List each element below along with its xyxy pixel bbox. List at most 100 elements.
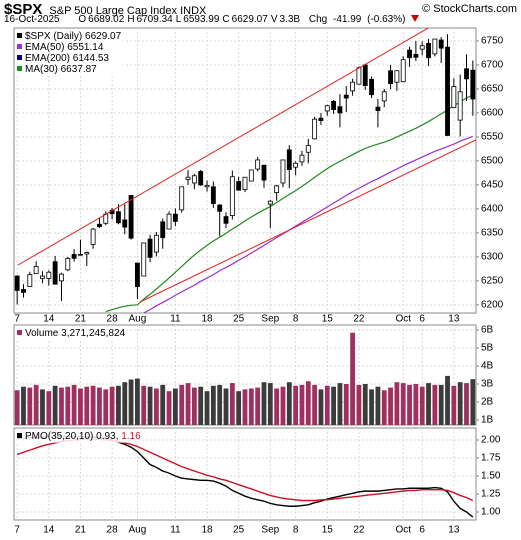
overlays [105,94,474,313]
candle-body [97,223,102,228]
x-tick-label: 11 [170,314,181,325]
quote: O 6689.02 H 6709.34 L 6593.99 C 6629.07 V 3.3B [78,14,303,25]
change-label: Chg [308,14,328,25]
line [105,94,474,313]
candle-body [318,117,324,122]
y-tick-label: 1.00 [481,507,501,518]
candle-body [65,257,71,271]
legend-entry: MA(30) 6637.87 [25,64,97,75]
volume-bar [141,385,147,425]
volume-bar [362,383,368,425]
x-tick-label: 7 [14,314,20,325]
volume-bar [103,389,109,425]
volume-bar [350,332,355,425]
legend-value: 6551.14 [67,42,104,53]
volume-bar [464,383,469,425]
candle-body [14,275,20,291]
volume-bar [223,388,229,425]
x-tick-label: 8 [293,525,299,536]
quote-date: 16-Oct-2025 [4,14,60,25]
x-tick-label: Oct [395,525,411,536]
change: -41.99 [332,14,362,25]
y-tick-label: 5B [481,343,494,354]
volume-bar [33,384,39,425]
candle-body [153,234,159,253]
candle-body [394,70,400,83]
x-tick-label: 21 [75,525,87,536]
legend-value: 6629.07 [85,31,122,42]
legend-name: MA(30) [25,64,58,75]
candle-body [172,213,178,222]
legend-entry: EMA(200) 6144.53 [25,53,109,64]
candle-body [400,59,406,83]
x-tick-label: 11 [170,525,181,536]
volume-bar [445,375,450,425]
candle-body [141,242,147,277]
volume-bar [59,387,64,425]
volume-bar [210,385,216,425]
volume-bar [65,386,71,425]
volume-bar [172,388,178,425]
volume-bar [438,384,444,425]
legend-value: 6637.87 [61,64,98,75]
trendline [139,139,476,303]
x-tick-label: 21 [75,314,87,325]
volume-bar [128,379,134,425]
quote-label: O [78,14,87,25]
x-tick-label: 25 [233,525,245,536]
line [143,135,474,313]
x-tick-label: 25 [233,314,245,325]
volume-bar [293,385,299,425]
trendlines [17,28,476,303]
volume-bar [236,391,242,425]
legend-background [15,326,128,340]
legend-background [15,29,124,76]
candle-body [293,162,299,168]
candle-body [236,181,242,191]
candle-body [210,186,216,205]
x-tick-label: Oct [395,314,411,325]
legend-marker [17,330,22,335]
candle-body [71,254,77,259]
candle-body [179,186,185,211]
candle-body [122,219,128,228]
candle-body [115,211,121,224]
volume-bar [179,384,185,425]
y-tick-label: 6200 [481,299,504,310]
volume-bar [267,383,273,425]
y-tick-label: 6400 [481,204,504,215]
pmo-legend: PMO(35,20,10) 0.93, 1.16 [15,429,144,443]
candle-body [223,216,229,224]
candle-body [470,69,476,100]
volume-bar [21,386,26,425]
copyright: © StockCharts.com [422,3,517,15]
panels: 6200 6250 6300 6350 6400 6450 6500 6550 6600 6650… [13,27,504,521]
candle-body [280,159,286,184]
candle-body [350,81,356,92]
symbol: $SPX [4,1,43,18]
candle-body [305,145,311,153]
legend-entry: EMA(50) 6551.14 [25,42,104,53]
candle-body [274,185,280,193]
candle-body [134,262,140,288]
legend-marker [17,44,22,49]
x-tick-label: 18 [201,525,213,536]
legend-title: PMO(35,20,10) [25,431,93,442]
candle-body [457,91,463,121]
legend-entry: $SPX (Daily) 6629.07 [25,31,122,42]
candle-body [185,176,191,181]
volume-bar [337,383,343,425]
y-tick-label: 2B [481,397,494,408]
y-tick-label: 1.50 [481,471,501,482]
candle-body [242,176,248,191]
candle-body [27,274,33,288]
volume-bar [274,388,280,425]
y-tick-label: 6550 [481,132,504,143]
volume-bar [286,382,292,425]
x-tick-label: 13 [448,314,460,325]
panel-frame [13,427,477,521]
quote-value: 6709.34 [136,14,173,25]
candle-body [331,101,337,110]
y-tick-label: 6350 [481,228,504,239]
